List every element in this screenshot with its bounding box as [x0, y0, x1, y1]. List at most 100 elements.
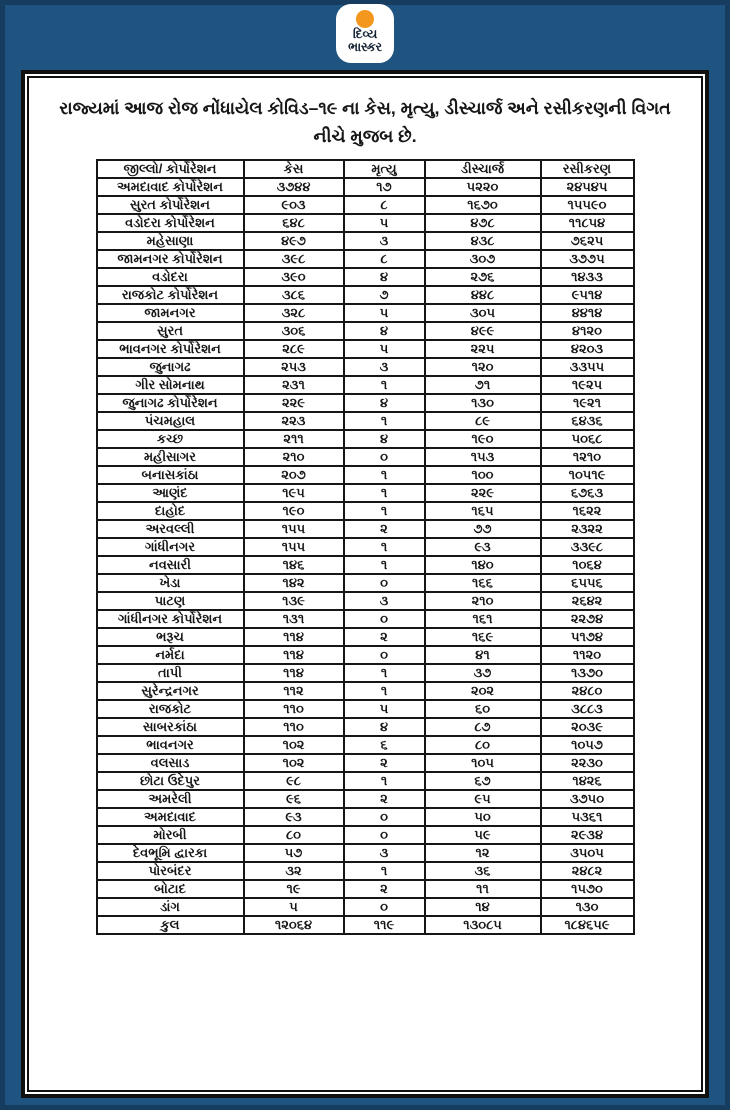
- cell-cases: ૧૧૨: [242, 681, 345, 701]
- table-row: ભાવનગર કોર્પોરેશન ૨૮૯ ૫ ૨૨૫ ૪૨૦૩: [95, 339, 635, 359]
- sun-icon: [356, 10, 374, 28]
- cell-district: અરવલ્લી: [95, 519, 245, 539]
- cell-cases: ૩૮૬: [242, 285, 345, 305]
- cell-discharged: ૪૧: [423, 645, 542, 665]
- cell-cases: ૫૭: [242, 843, 345, 863]
- cell-district: દેવભૂમિ દ્વારકા: [95, 843, 245, 863]
- table-row: વડોદરા ૩૯૦ ૪ ૨૭૬ ૧૪૩૩: [95, 267, 635, 287]
- cell-cases: ૨૦૭: [242, 465, 345, 485]
- cell-discharged: ૧૦૦: [423, 465, 542, 485]
- cell-cases: ૧૩૯: [242, 591, 345, 611]
- table-row: તાપી ૧૧૪ ૧ ૩૭ ૧૩૭૦: [95, 663, 635, 683]
- cell-vaccination: ૧૩૦: [539, 897, 635, 917]
- cell-discharged: ૮૦: [423, 735, 542, 755]
- cell-district: રાજકોટ કોર્પોરેશન: [95, 285, 245, 305]
- cell-district: વલસાડ: [95, 753, 245, 773]
- cell-discharged: ૨૧૦: [423, 591, 542, 611]
- column-header-cases: કેસ: [242, 159, 345, 179]
- cell-deaths: ૨: [342, 519, 426, 539]
- table-row: ખેડા ૧૪૨ ૦ ૧૬૬ ૬૫૫૬: [95, 573, 635, 593]
- table-row: મહેસાણા ૪૯૭ ૩ ૪૩૮ ૭૬૨૫: [95, 231, 635, 251]
- cell-discharged: ૨૦૨: [423, 681, 542, 701]
- cell-deaths: ૫: [342, 699, 426, 719]
- cell-deaths: ૧૭: [342, 177, 426, 197]
- cell-vaccination: ૧૧૨૦: [539, 645, 635, 665]
- cell-deaths: ૧: [342, 861, 426, 881]
- cell-district: મોરબી: [95, 825, 245, 845]
- cell-discharged: ૩૭: [423, 663, 542, 683]
- cell-cases: ૨૧૦: [242, 447, 345, 467]
- table-row: ગાંધીનગર કોર્પોરેશન ૧૩૧ ૦ ૧૬૧ ૨૨૭૪: [95, 609, 635, 629]
- cell-discharged: ૮૯: [423, 411, 542, 431]
- content-card: રાજ્યમાં આજ રોજ નોંધાયેલ કોવિડ–૧૯ ના કેસ…: [27, 76, 703, 1092]
- page-title: રાજ્યમાં આજ રોજ નોંધાયેલ કોવિડ–૧૯ ના કેસ…: [59, 98, 671, 146]
- cell-discharged: ૧૬૬: [423, 573, 542, 593]
- column-header-vaccination: રસીકરણ: [539, 159, 635, 179]
- cell-cases: ૮૦: [242, 825, 345, 845]
- cell-deaths: ૫: [342, 213, 426, 233]
- cell-district: ગાંધીનગર: [95, 537, 245, 557]
- cell-cases: ૯૬: [242, 789, 345, 809]
- table-header-row: જીલ્લો/ કોર્પોરેશન કેસ મૃત્યુ ડીસ્ચાર્જ …: [95, 159, 635, 179]
- column-header-district: જીલ્લો/ કોર્પોરેશન: [95, 159, 245, 179]
- cell-cases: ૧૧૪: [242, 663, 345, 683]
- cell-cases: ૧૩૧: [242, 609, 345, 629]
- cell-cases: ૩૯૦: [242, 267, 345, 287]
- table-row: દાહોદ ૧૯૦ ૧ ૧૬૫ ૧૬૨૨: [95, 501, 635, 521]
- cell-vaccination: ૨૪૮૨: [539, 861, 635, 881]
- cell-vaccination: ૩૩૫૫: [539, 357, 635, 377]
- divya-bhaskar-logo: દિવ્ય ભાસ્કર: [336, 4, 394, 63]
- cell-vaccination: ૬૪૩૬: [539, 411, 635, 431]
- cell-vaccination: ૪૪૧૪: [539, 303, 635, 323]
- table-row: મોરબી ૮૦ ૦ ૫૯ ૨૯૩૪: [95, 825, 635, 845]
- cell-deaths: ૦: [342, 807, 426, 827]
- cell-discharged: ૧૨: [423, 843, 542, 863]
- cell-deaths: ૨: [342, 627, 426, 647]
- cell-cases: ૧૪૬: [242, 555, 345, 575]
- cell-district: ગીર સોમનાથ: [95, 375, 245, 395]
- cell-district: મહીસાગર: [95, 447, 245, 467]
- cell-discharged: ૧૩૦૮૫: [423, 915, 542, 935]
- cell-district: જુનાગઢ કોર્પોરેશન: [95, 393, 245, 413]
- cell-discharged: ૧૯૦: [423, 429, 542, 449]
- cell-discharged: ૩૦૫: [423, 303, 542, 323]
- cell-discharged: ૬૭: [423, 771, 542, 791]
- cell-discharged: ૯૩: [423, 537, 542, 557]
- cell-deaths: ૪: [342, 717, 426, 737]
- cell-cases: ૯૮: [242, 771, 345, 791]
- table-row: સુરત કોર્પોરેશન ૯૦૩ ૮ ૧૬૭૦ ૧૫૫૯૦: [95, 195, 635, 215]
- cell-vaccination: ૧૦૬૪: [539, 555, 635, 575]
- cell-deaths: ૫: [342, 339, 426, 359]
- cell-vaccination: ૨૯૩૪: [539, 825, 635, 845]
- cell-district: અમદાવાદ: [95, 807, 245, 827]
- cell-discharged: ૫૯: [423, 825, 542, 845]
- cell-deaths: ૩: [342, 357, 426, 377]
- cell-cases: ૧૦૨: [242, 753, 345, 773]
- table-row: જામનગર કોર્પોરેશન ૩૯૮ ૮ ૩૦૭ ૩૭૭૫: [95, 249, 635, 269]
- cell-vaccination: ૧૪૩૩: [539, 267, 635, 287]
- cell-cases: ૧૫૫: [242, 537, 345, 557]
- cell-district: સાબરકાંઠા: [95, 717, 245, 737]
- cell-district: બોટાદ: [95, 879, 245, 899]
- cell-vaccination: ૧૬૨૨: [539, 501, 635, 521]
- cell-deaths: ૧: [342, 663, 426, 683]
- cell-vaccination: ૨૬૪૨: [539, 591, 635, 611]
- cell-discharged: ૧૬૭૦: [423, 195, 542, 215]
- cell-vaccination: ૧૦૫૭: [539, 735, 635, 755]
- table-row: રાજકોટ કોર્પોરેશન ૩૮૬ ૭ ૪૪૮ ૯૫૧૪: [95, 285, 635, 305]
- table-row: ગાંધીનગર ૧૫૫ ૧ ૯૩ ૩૩૯૮: [95, 537, 635, 557]
- cell-district: જામનગર કોર્પોરેશન: [95, 249, 245, 269]
- cell-vaccination: ૨૨૩૦: [539, 753, 635, 773]
- cell-district: સુરત કોર્પોરેશન: [95, 195, 245, 215]
- column-header-deaths: મૃત્યુ: [342, 159, 426, 179]
- cell-district: ભાવનગર કોર્પોરેશન: [95, 339, 245, 359]
- cell-vaccination: ૨૨૭૪: [539, 609, 635, 629]
- table-row: દેવભૂમિ દ્વારકા ૫૭ ૩ ૧૨ ૩૫૦૫: [95, 843, 635, 863]
- cell-district: ભરૂચ: [95, 627, 245, 647]
- table-row: જુનાગઢ કોર્પોરેશન ૨૨૯ ૪ ૧૩૦ ૧૯૨૧: [95, 393, 635, 413]
- cell-district: નવસારી: [95, 555, 245, 575]
- cell-district: નર્મદા: [95, 645, 245, 665]
- cell-vaccination: ૪૨૦૩: [539, 339, 635, 359]
- cell-vaccination: ૩૭૫૦: [539, 789, 635, 809]
- cell-deaths: ૪: [342, 267, 426, 287]
